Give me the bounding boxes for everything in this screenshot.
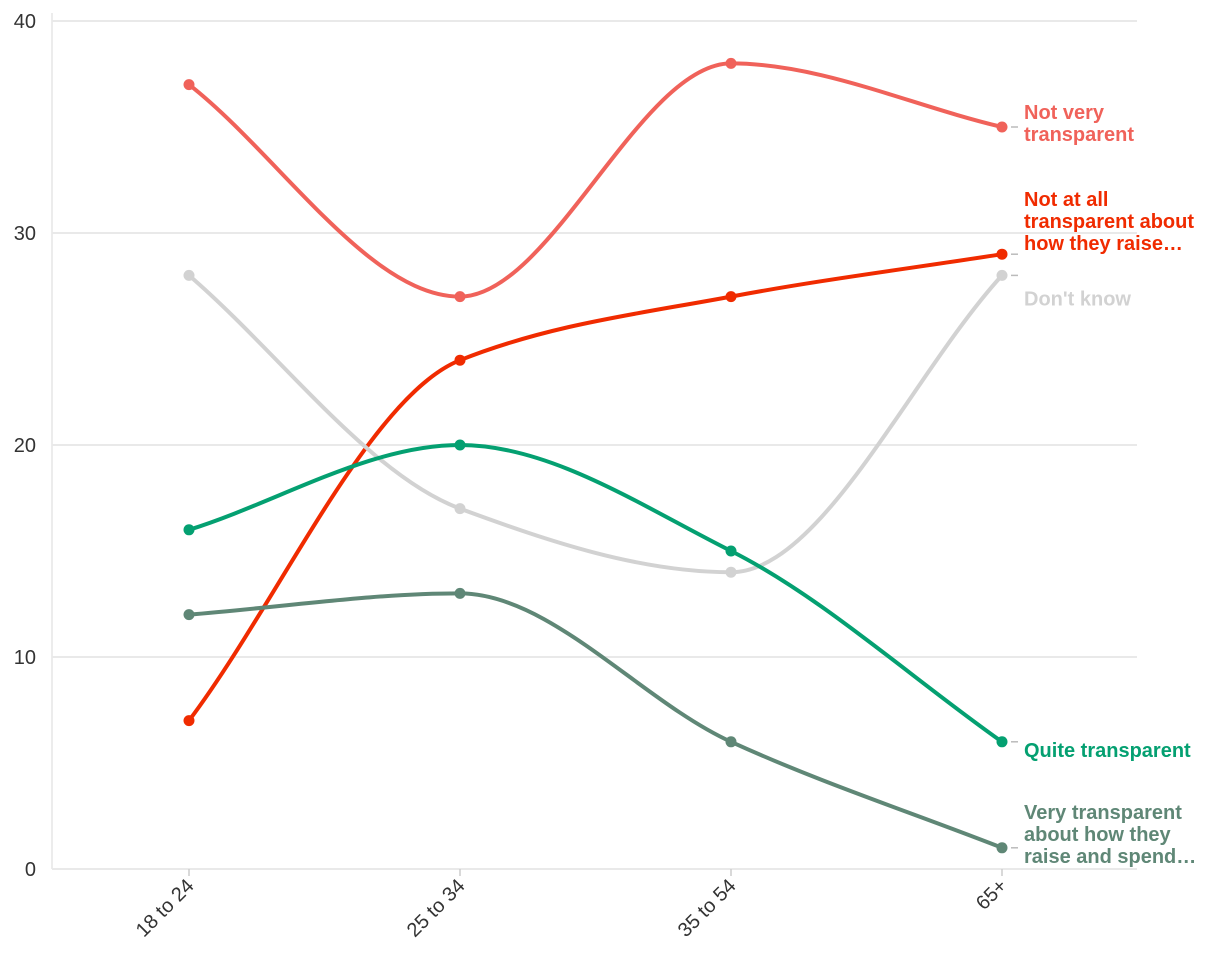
data-point	[996, 121, 1008, 133]
data-point	[183, 524, 195, 536]
data-point	[996, 842, 1008, 854]
data-point	[996, 269, 1008, 281]
x-tick-label: 65+	[972, 875, 1012, 915]
series-line-not-very-transparent	[187, 61, 1004, 299]
data-point	[725, 736, 737, 748]
data-point	[183, 79, 195, 91]
series-label-don-t-know: Don't know	[1024, 288, 1131, 310]
x-tick-label: 18 to 24	[132, 875, 199, 942]
series-label-quite-transparent: Quite transparent	[1024, 740, 1191, 762]
x-tick-label: 35 to 54	[674, 875, 741, 942]
x-axis-ticks: 18 to 24 25 to 34 35 to 54 65+	[132, 869, 1012, 942]
data-point	[725, 291, 737, 303]
y-tick-label: 0	[25, 859, 36, 881]
data-point	[183, 609, 195, 621]
series-points	[183, 57, 1008, 854]
data-point	[454, 587, 466, 599]
series-lines	[187, 61, 1004, 850]
data-point	[725, 566, 737, 578]
data-point	[725, 545, 737, 557]
series-label-very-transparent-about-how-they-raise-and-spend: Very transparent about how they raise and …	[1024, 802, 1196, 868]
data-point	[725, 57, 737, 69]
y-axis-ticks: 0 10 20 30 40	[14, 11, 36, 881]
data-point	[454, 354, 466, 366]
y-tick-label: 20	[14, 435, 36, 457]
data-point	[996, 248, 1008, 260]
series-line-don-t-know	[187, 273, 1004, 575]
gridlines	[51, 13, 1137, 870]
data-point	[454, 291, 466, 303]
series-label-not-very-transparent: Not very transparent	[1024, 102, 1134, 146]
series-line-not-at-all-transparent-about-how-they-raise	[187, 252, 1004, 723]
data-point	[183, 715, 195, 727]
x-tick-label: 25 to 34	[403, 875, 470, 942]
y-tick-label: 40	[14, 11, 36, 33]
series-labels: Not very transparent Not at all transparent…	[1011, 102, 1196, 868]
y-tick-label: 30	[14, 223, 36, 245]
data-point	[454, 439, 466, 451]
data-point	[454, 503, 466, 515]
series-line-quite-transparent	[187, 443, 1004, 744]
data-point	[996, 736, 1008, 748]
y-tick-label: 10	[14, 647, 36, 669]
series-line-very-transparent-about-how-they-raise-and-spend	[187, 591, 1004, 850]
series-label-not-at-all-transparent-about-how-they-raise: Not at all transparent about how they rais…	[1024, 189, 1194, 255]
data-point	[183, 269, 195, 281]
